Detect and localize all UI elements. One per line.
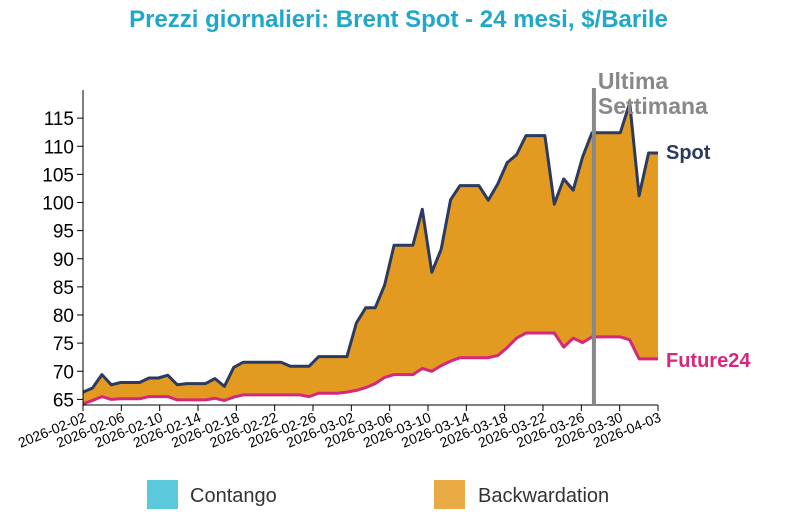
x-axis-ticks: 2026-02-022026-02-062026-02-102026-02-14…: [16, 405, 663, 451]
series-lines: [82, 101, 658, 406]
y-tick-label: 115: [44, 109, 74, 130]
y-tick-label: 90: [53, 250, 74, 271]
axes: [82, 90, 658, 406]
legend-label-contango: Contango: [190, 485, 277, 507]
series-line-spot: [82, 101, 658, 394]
legend-label-backwardation: Backwardation: [478, 485, 609, 507]
ultima-settimana-label-line1: Ultima: [598, 68, 669, 94]
fill-areas: [83, 102, 658, 404]
series-label-future24: Future24: [666, 350, 751, 372]
y-tick-label: 95: [53, 222, 74, 243]
y-tick-label: 100: [42, 194, 74, 215]
y-tick-label: 70: [53, 362, 74, 383]
y-tick-label: 105: [42, 165, 74, 186]
y-tick-label: 75: [53, 334, 74, 355]
chart-title: Prezzi giornalieri: Brent Spot - 24 mesi…: [129, 6, 668, 33]
y-tick-label: 65: [53, 390, 74, 411]
backwardation-area: [83, 102, 658, 404]
series-line-future24: [82, 331, 658, 406]
ultima-settimana-label-line2: Settimana: [598, 93, 708, 119]
y-tick-label: 80: [53, 306, 74, 327]
legend-swatch-backwardation: [434, 480, 465, 509]
y-tick-label: 110: [44, 137, 74, 158]
series-label-spot: Spot: [666, 142, 711, 164]
legend: Contango Backwardation: [147, 480, 609, 509]
ultima-settimana-marker: Ultima Settimana: [591, 68, 708, 405]
y-tick-label: 85: [53, 278, 74, 299]
legend-swatch-contango: [147, 480, 178, 509]
y-axis-ticks: 65 70 75 80 85 90 95 100 105 110 115: [42, 109, 83, 411]
